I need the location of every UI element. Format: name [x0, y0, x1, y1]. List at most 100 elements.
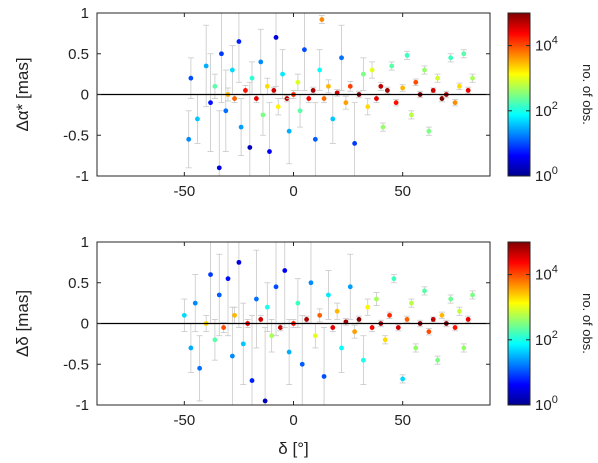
scatter-point — [312, 333, 318, 339]
scatter-point — [282, 268, 288, 273]
data-point — [456, 306, 463, 316]
scatter-point — [435, 75, 440, 81]
data-point — [351, 102, 358, 176]
scatter-point — [181, 312, 187, 318]
data-point — [294, 278, 301, 328]
scatter-point — [413, 345, 419, 351]
scatter-point — [208, 272, 213, 277]
scatter-point — [243, 88, 248, 93]
scatter-point — [452, 325, 458, 330]
scatter-point — [295, 300, 301, 306]
scatter-point — [339, 55, 344, 61]
scatter-point — [395, 325, 401, 330]
scatter-point — [393, 100, 399, 106]
scatter-point — [352, 329, 358, 335]
y-tick-label: 0 — [81, 316, 89, 333]
bottom-colorbar-ticks: 100 102 104 — [508, 264, 558, 414]
top-y-axis-label: Δα* [mas] — [13, 57, 32, 131]
scatter-point — [317, 67, 323, 73]
scatter-point — [470, 75, 475, 81]
scatter-point — [304, 317, 309, 322]
data-point — [266, 102, 273, 176]
scatter-point — [258, 317, 264, 322]
bottom-colorbar — [507, 241, 531, 406]
y-tick-label: -1 — [76, 397, 89, 414]
data-point — [356, 315, 362, 324]
scatter-point — [253, 96, 259, 101]
data-point — [225, 242, 231, 337]
scatter-point — [391, 276, 397, 282]
scatter-point — [387, 312, 392, 318]
data-point — [447, 53, 454, 63]
data-point — [334, 302, 341, 320]
data-point — [253, 249, 260, 349]
scatter-point — [286, 128, 292, 134]
scatter-point — [422, 67, 427, 73]
scatter-point — [326, 83, 331, 89]
scatter-point — [223, 108, 229, 114]
scatter-point — [310, 88, 316, 93]
data-point — [342, 95, 349, 110]
scatter-point — [465, 317, 471, 322]
scatter-point — [225, 276, 231, 282]
scatter-point — [365, 304, 371, 310]
scatter-point — [382, 337, 388, 343]
data-point — [469, 290, 476, 300]
scatter-point — [369, 67, 375, 73]
y-tick-label: 1 — [81, 234, 89, 251]
data-point — [425, 126, 432, 136]
data-point — [249, 314, 256, 405]
scatter-point — [404, 317, 410, 322]
scatter-point — [330, 116, 336, 122]
scatter-point — [435, 357, 440, 363]
scatter-point — [378, 83, 384, 89]
x-tick-label: 50 — [394, 183, 411, 200]
scatter-point — [253, 296, 259, 302]
x-tick-label: 0 — [289, 412, 297, 429]
scatter-point — [457, 83, 462, 89]
scatter-point — [347, 83, 353, 89]
data-point — [390, 274, 397, 284]
data-point — [382, 335, 389, 345]
data-point — [465, 315, 472, 324]
scatter-point — [384, 88, 390, 93]
scatter-point — [317, 312, 323, 318]
scatter-point — [470, 292, 475, 298]
scatter-point — [186, 136, 192, 142]
data-point — [299, 314, 306, 405]
scatter-point — [260, 112, 266, 118]
data-point — [386, 311, 393, 320]
scatter-point — [262, 398, 268, 404]
data-point — [303, 315, 310, 324]
scatter-point — [264, 83, 270, 89]
data-point — [399, 84, 406, 92]
data-point — [262, 327, 269, 405]
data-point — [395, 323, 402, 332]
data-point — [338, 24, 345, 91]
scatter-point — [426, 329, 432, 335]
top-colorbar-ticks: 100 102 104 — [508, 35, 558, 185]
bottom-colorbar-label: no. of obs. — [580, 293, 595, 354]
scatter-point — [203, 63, 209, 69]
colorbar-tick-label: 100 — [535, 394, 558, 414]
top-x-ticks: -50 0 50 — [173, 13, 411, 200]
scatter-point — [448, 55, 454, 61]
scatter-point — [321, 374, 327, 379]
data-point — [452, 98, 459, 107]
x-tick-label: -50 — [173, 412, 195, 429]
data-point — [242, 85, 249, 96]
data-point — [277, 323, 284, 332]
data-point — [325, 79, 332, 94]
scatter-point — [267, 149, 272, 154]
scatter-point — [343, 100, 349, 106]
colorbar-tick-label: 100 — [535, 165, 558, 185]
data-point — [360, 335, 367, 386]
scatter-point — [308, 280, 314, 286]
scatter-point — [216, 165, 222, 171]
data-point — [301, 13, 308, 91]
data-point — [220, 322, 227, 333]
scatter-point — [374, 96, 379, 101]
scatter-point — [278, 325, 283, 330]
scatter-point — [400, 376, 406, 382]
scatter-point — [212, 337, 218, 343]
